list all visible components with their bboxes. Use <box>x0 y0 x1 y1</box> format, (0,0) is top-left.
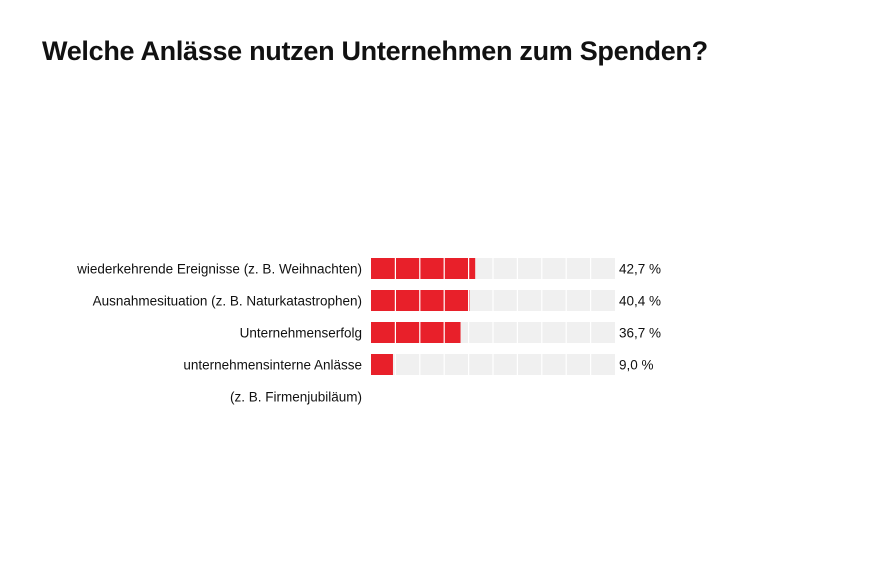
value-label: 36,7 % <box>619 326 661 341</box>
category-label: unternehmensinterne Anlässe <box>183 358 362 373</box>
bar <box>371 322 461 343</box>
value-label: 9,0 % <box>619 358 654 373</box>
category-label: (z. B. Firmenjubiläum) <box>230 390 362 405</box>
page-title: Welche Anlässe nutzen Unternehmen zum Sp… <box>42 36 708 66</box>
value-label: 40,4 % <box>619 294 661 309</box>
value-label: 42,7 % <box>619 262 661 277</box>
bar <box>371 354 393 375</box>
category-label: wiederkehrende Ereignisse (z. B. Weihnac… <box>76 262 362 277</box>
category-label: Ausnahmesituation (z. B. Naturkatastroph… <box>93 294 362 309</box>
category-label: Unternehmenserfolg <box>240 326 362 341</box>
bar <box>371 258 476 279</box>
